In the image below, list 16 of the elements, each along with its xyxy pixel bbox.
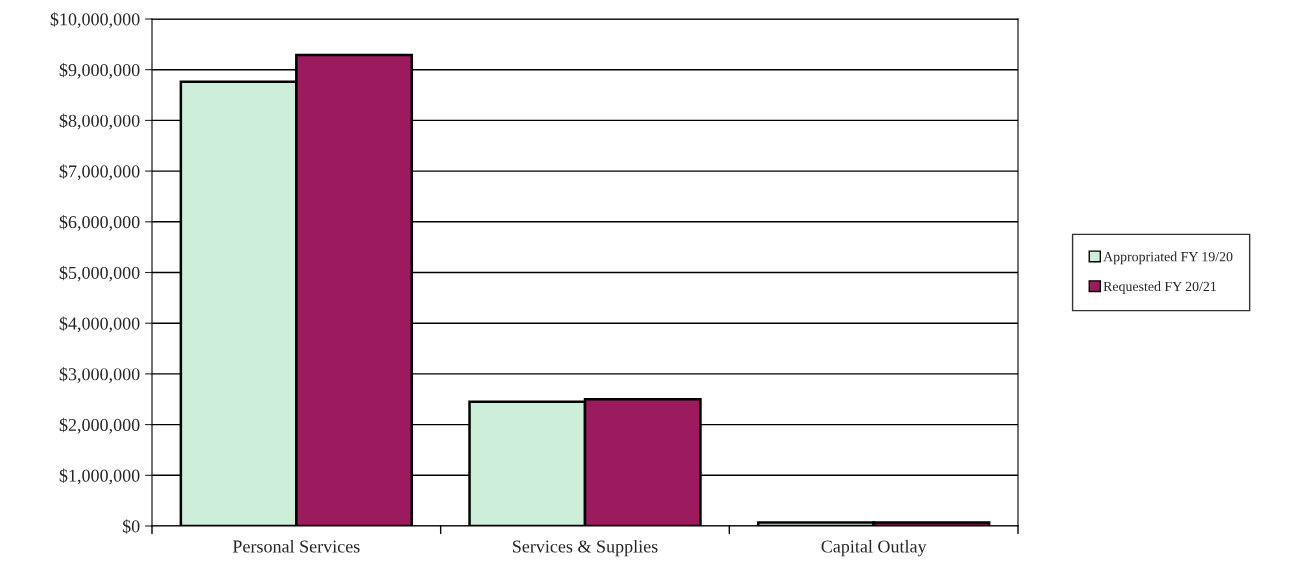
x-tick-label: Capital Outlay bbox=[821, 539, 927, 557]
y-tick-label: $3,000,000 bbox=[59, 367, 140, 383]
x-tick-label: Personal Services bbox=[232, 539, 360, 553]
y-tick-label: $1,000,000 bbox=[59, 468, 140, 485]
y-tick-label: $8,000,000 bbox=[59, 113, 140, 130]
legend-label: Requested FY 20/21 bbox=[1103, 281, 1216, 294]
y-tick-label: $6,000,000 bbox=[59, 214, 140, 231]
y-tick-label: $4,000,000 bbox=[59, 316, 140, 333]
y-tick-label: $0 bbox=[122, 519, 140, 534]
y-tick-label: $7,000,000 bbox=[59, 164, 140, 181]
legend-label: Appropriated FY 19/20 bbox=[1103, 251, 1233, 265]
y-tick-label: $5,000,000 bbox=[59, 265, 140, 282]
y-tick-label: $2,000,000 bbox=[59, 417, 140, 434]
y-tick-label: $10,000,000 bbox=[50, 12, 140, 29]
x-tick-label: Services & Supplies bbox=[512, 539, 658, 557]
y-tick-label: $9,000,000 bbox=[59, 62, 140, 79]
